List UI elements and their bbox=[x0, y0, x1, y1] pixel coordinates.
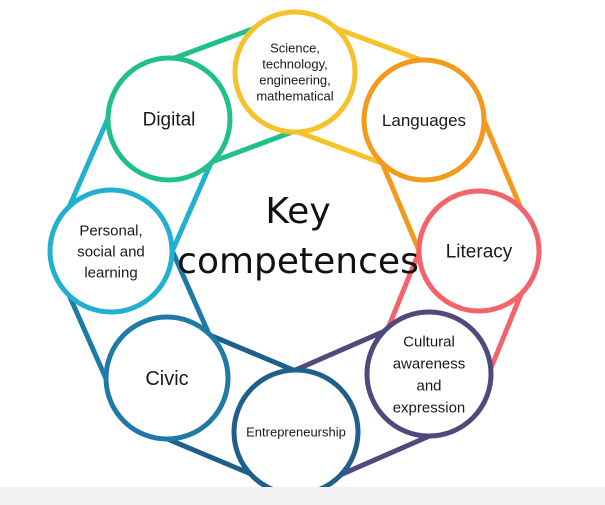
label-cultural-line1: Cultural bbox=[403, 333, 455, 350]
circle-personal bbox=[47, 187, 175, 315]
circle-languages bbox=[361, 57, 487, 183]
circle-civic bbox=[103, 314, 231, 442]
connector-cultural-entrepreneurship-outer bbox=[287, 326, 393, 376]
label-civic-line1: Civic bbox=[145, 368, 188, 390]
circle-digital bbox=[105, 55, 233, 183]
connector-civic-personal-inner bbox=[64, 287, 111, 387]
label-cultural-line2: awareness bbox=[393, 355, 466, 372]
connector-lines bbox=[64, 24, 526, 480]
label-stem-line1: Science, bbox=[270, 41, 320, 56]
connector-languages-literacy-outer bbox=[377, 155, 424, 259]
connector-entrepreneurship-civic-inner bbox=[159, 434, 261, 480]
connector-literacy-cultural-inner bbox=[484, 285, 526, 381]
connector-stem-languages-inner bbox=[328, 24, 429, 65]
circle-stem bbox=[232, 9, 358, 135]
label-stem-line3: engineering, bbox=[259, 73, 331, 88]
center-title-line2: competences bbox=[177, 241, 419, 282]
connector-civic-personal-outer bbox=[167, 242, 214, 342]
connector-literacy-cultural-outer bbox=[382, 244, 424, 340]
connector-languages-literacy-inner bbox=[479, 112, 526, 216]
connector-digital-stem-outer bbox=[202, 127, 300, 167]
connector-stem-languages-outer bbox=[290, 127, 391, 168]
circle-literacy bbox=[416, 188, 542, 314]
label-personal-line2: social and bbox=[77, 243, 145, 260]
label-personal-line3: learning bbox=[84, 264, 137, 281]
competence-labels: Science,technology,engineering,mathemati… bbox=[77, 41, 513, 440]
label-literacy-line1: Literacy bbox=[446, 242, 513, 263]
connector-digital-stem-inner bbox=[164, 24, 262, 64]
competence-circles bbox=[47, 9, 542, 497]
center-title: Key competences bbox=[177, 191, 419, 282]
label-stem-line4: mathematical bbox=[256, 89, 333, 104]
connector-cultural-entrepreneurship-inner bbox=[332, 430, 438, 480]
label-cultural-line3: and bbox=[416, 377, 441, 394]
label-cultural-line4: expression bbox=[393, 399, 466, 416]
label-stem-line2: technology, bbox=[262, 57, 328, 72]
center-title-line1: Key bbox=[265, 191, 330, 232]
connector-personal-digital-inner bbox=[64, 110, 113, 215]
label-languages-line1: Languages bbox=[382, 111, 466, 130]
circle-cultural bbox=[364, 309, 494, 439]
bottom-band bbox=[0, 487, 605, 505]
connector-personal-digital-outer bbox=[167, 155, 216, 260]
connector-entrepreneurship-civic-outer bbox=[202, 330, 304, 376]
label-digital-line1: Digital bbox=[143, 110, 196, 131]
label-entrepreneurship-line1: Entrepreneurship bbox=[246, 425, 346, 440]
label-personal-line1: Personal, bbox=[79, 222, 142, 239]
